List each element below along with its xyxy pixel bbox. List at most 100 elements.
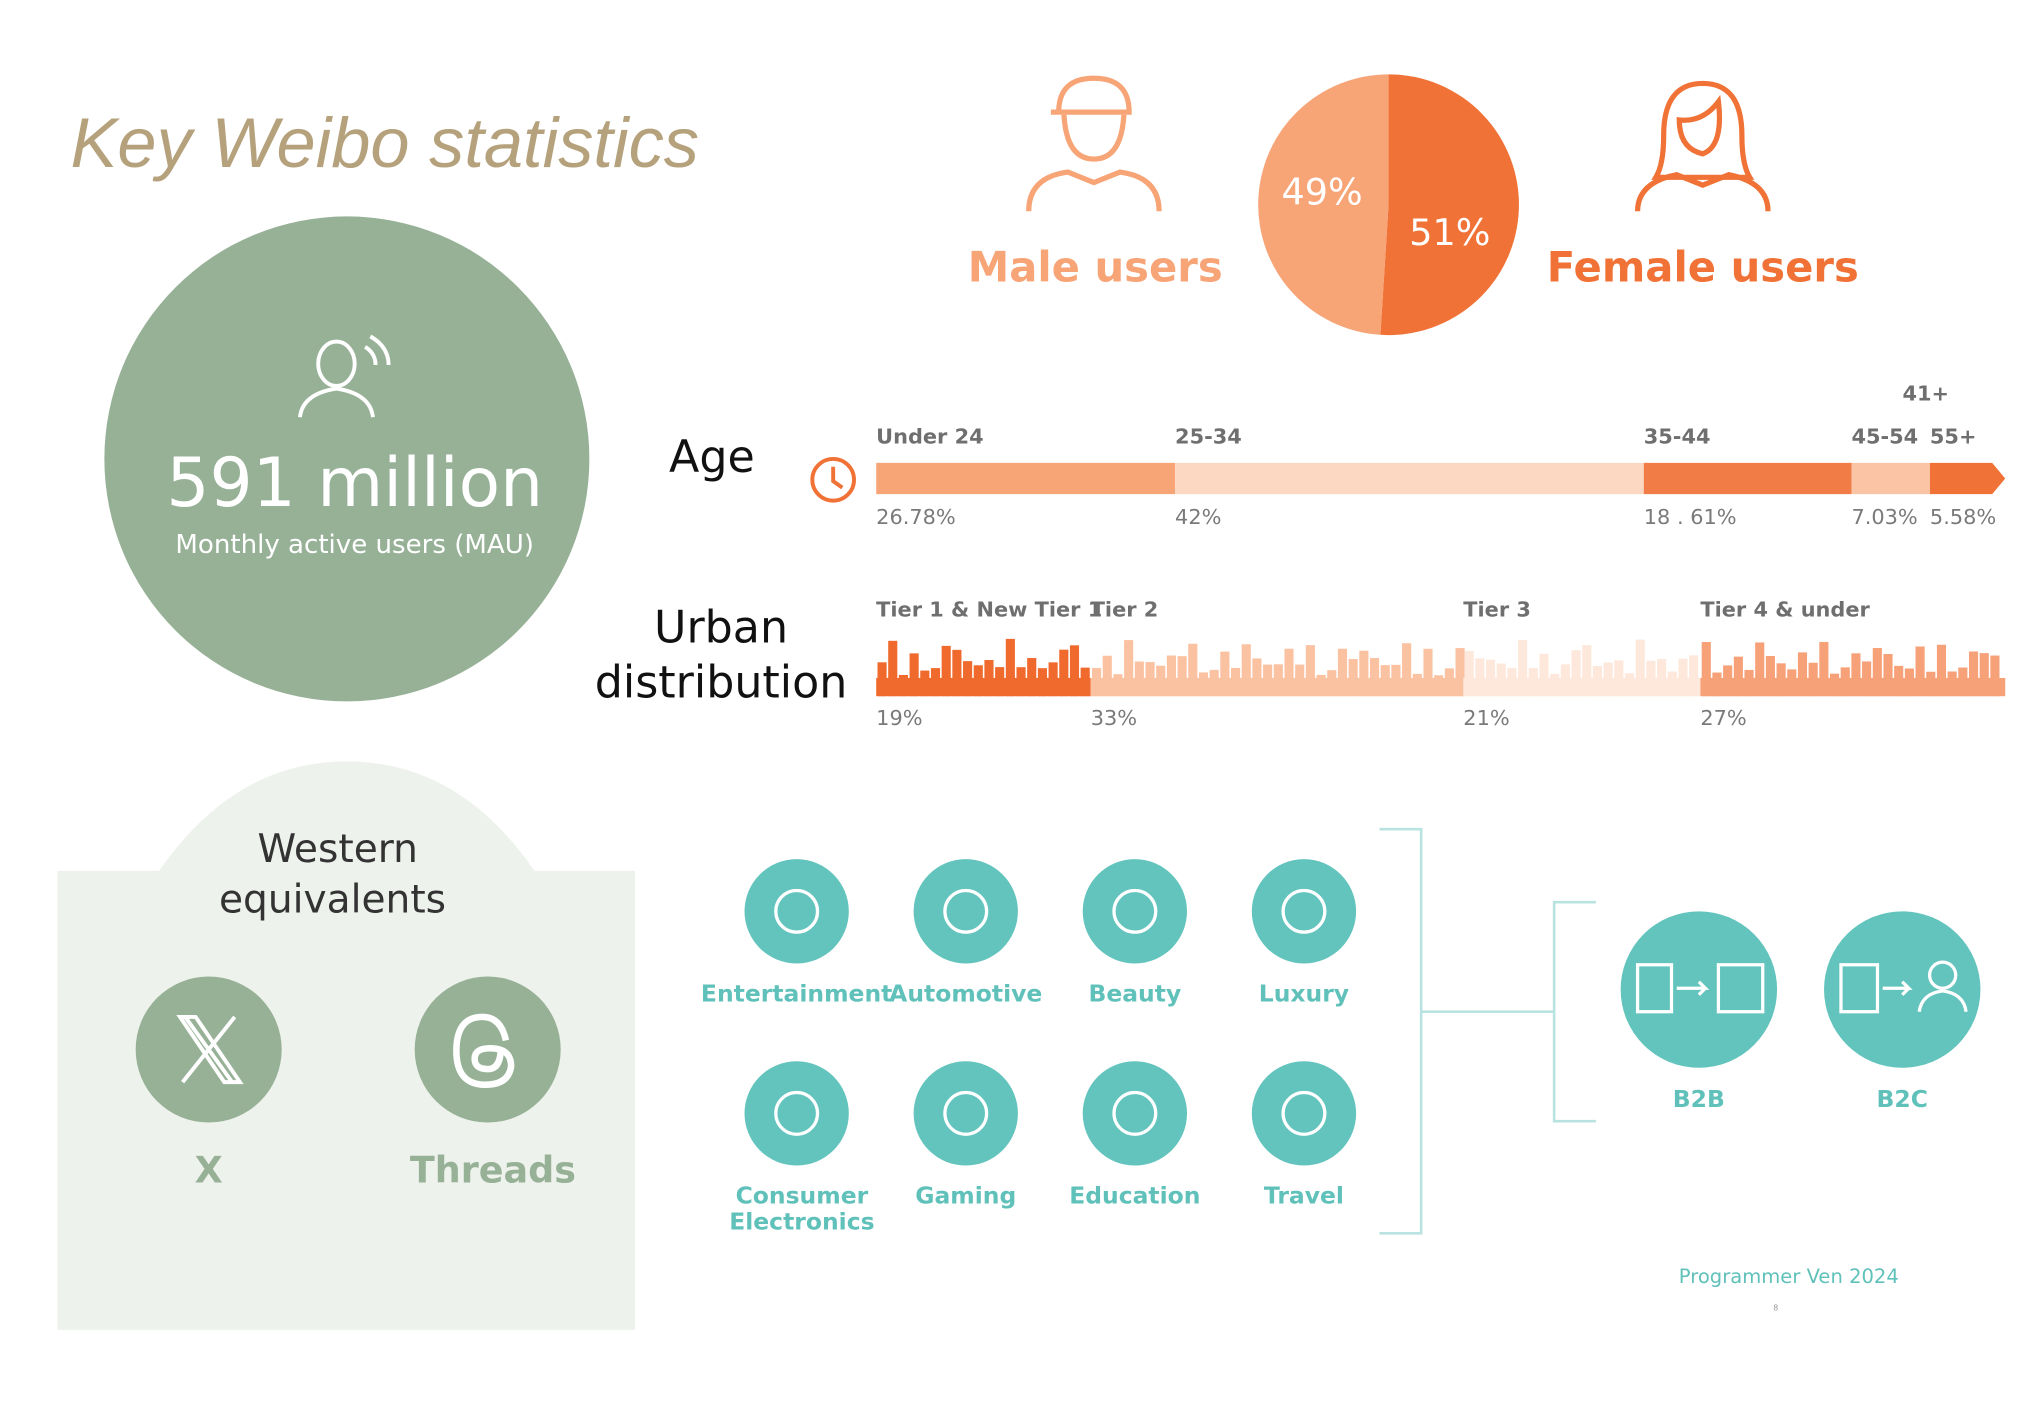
industry-glyph bbox=[774, 1090, 820, 1136]
building bbox=[1402, 643, 1412, 697]
age-segment bbox=[1929, 462, 2006, 495]
industry-label: Travel bbox=[1264, 1181, 1344, 1209]
building bbox=[1776, 663, 1786, 697]
age-group-label: 41+ bbox=[1902, 381, 1949, 405]
industry-label: Consumer Electronics bbox=[729, 1181, 874, 1235]
building bbox=[1113, 674, 1123, 697]
building bbox=[1840, 667, 1850, 697]
building bbox=[984, 660, 994, 697]
building bbox=[1723, 665, 1733, 697]
building bbox=[888, 640, 898, 697]
building bbox=[1080, 667, 1090, 697]
building bbox=[1904, 668, 1914, 697]
building bbox=[1124, 640, 1134, 697]
urban-bar: Tier 1 & New Tier 1 19% Tier 2 33% Tier 3 21%… bbox=[876, 598, 2006, 730]
building bbox=[1230, 667, 1241, 697]
age-value: 5.58% bbox=[1930, 505, 1996, 529]
western-item: X bbox=[195, 1149, 223, 1192]
building bbox=[1819, 641, 1829, 697]
urban-category: Tier 4 & under bbox=[1700, 598, 1870, 622]
gender-pie: 49% 51% bbox=[1258, 74, 1519, 336]
industry-label: Luxury bbox=[1259, 979, 1349, 1007]
building bbox=[1069, 645, 1080, 697]
bracket bbox=[1379, 827, 1596, 1235]
male-icon bbox=[1026, 75, 1162, 212]
industry-icon bbox=[744, 859, 849, 964]
page-number: 8 bbox=[1773, 1303, 1778, 1312]
building bbox=[1744, 669, 1754, 697]
building bbox=[1102, 655, 1112, 697]
industry-glyph bbox=[1281, 888, 1327, 934]
age-segment bbox=[1643, 462, 1852, 495]
pie-label: 51% bbox=[1409, 211, 1490, 254]
building bbox=[1592, 666, 1603, 697]
building bbox=[1423, 648, 1433, 697]
industry-glyph bbox=[943, 888, 989, 934]
urban-category: Tier 1 & New Tier 1 bbox=[876, 598, 1102, 622]
western-title: Western bbox=[258, 827, 418, 872]
age-category: 45-54 bbox=[1851, 424, 1918, 448]
building bbox=[1894, 665, 1904, 697]
mau-value: 591 million bbox=[166, 443, 543, 522]
western-title: equivalents bbox=[219, 878, 446, 923]
building bbox=[1755, 642, 1765, 697]
building bbox=[995, 667, 1005, 697]
mau-circle bbox=[104, 216, 590, 702]
building bbox=[1947, 671, 1957, 697]
building bbox=[1359, 650, 1369, 697]
building bbox=[1787, 669, 1797, 697]
building bbox=[1701, 641, 1711, 697]
building bbox=[1048, 662, 1058, 697]
age-segment bbox=[876, 462, 1176, 495]
industry-glyph bbox=[1112, 1090, 1158, 1136]
industry-glyph bbox=[943, 1090, 989, 1136]
building bbox=[963, 661, 973, 697]
building bbox=[1337, 648, 1348, 697]
industry-icon bbox=[744, 1061, 849, 1166]
legend-male: Male users bbox=[968, 243, 1223, 292]
age-category: 35-44 bbox=[1644, 424, 1711, 448]
building bbox=[1475, 658, 1485, 697]
industry-glyph bbox=[1112, 888, 1158, 934]
urban-value: 33% bbox=[1091, 706, 1137, 730]
industry-icon bbox=[1251, 1061, 1357, 1166]
building bbox=[1166, 655, 1176, 697]
building bbox=[1571, 650, 1581, 697]
building bbox=[1412, 673, 1422, 697]
clock-icon bbox=[810, 456, 856, 503]
building bbox=[1657, 659, 1667, 697]
mau-label: Monthly active users (MAU) bbox=[175, 530, 534, 560]
building bbox=[1990, 655, 2000, 697]
building bbox=[1316, 674, 1326, 697]
building bbox=[898, 674, 909, 697]
age-bar: Under 24 26.78% 25-34 42% 35-44 18 . 61% 45-54… bbox=[876, 424, 2006, 529]
industry-icon bbox=[913, 859, 1018, 964]
building bbox=[1241, 644, 1251, 697]
building bbox=[1582, 645, 1592, 697]
building bbox=[1624, 673, 1635, 697]
urban-value: 21% bbox=[1463, 706, 1509, 730]
building bbox=[952, 649, 962, 697]
industry-icon bbox=[1082, 859, 1188, 964]
building bbox=[1305, 645, 1315, 697]
age-category: 55+ bbox=[1930, 424, 1977, 448]
legend-female: Female users bbox=[1547, 243, 1859, 292]
building bbox=[1797, 652, 1808, 697]
building bbox=[1198, 672, 1209, 697]
building bbox=[909, 653, 919, 697]
building bbox=[1539, 653, 1549, 697]
urban-segment bbox=[876, 677, 1091, 697]
building bbox=[1958, 667, 1968, 697]
building bbox=[1496, 663, 1506, 697]
building bbox=[1263, 664, 1273, 697]
building bbox=[1765, 656, 1775, 697]
x-glyph bbox=[176, 1014, 244, 1085]
industry-label: Automotive bbox=[889, 979, 1042, 1007]
building bbox=[1614, 660, 1624, 697]
building bbox=[1327, 670, 1337, 697]
building bbox=[1678, 658, 1688, 697]
female-icon bbox=[1634, 80, 1771, 212]
